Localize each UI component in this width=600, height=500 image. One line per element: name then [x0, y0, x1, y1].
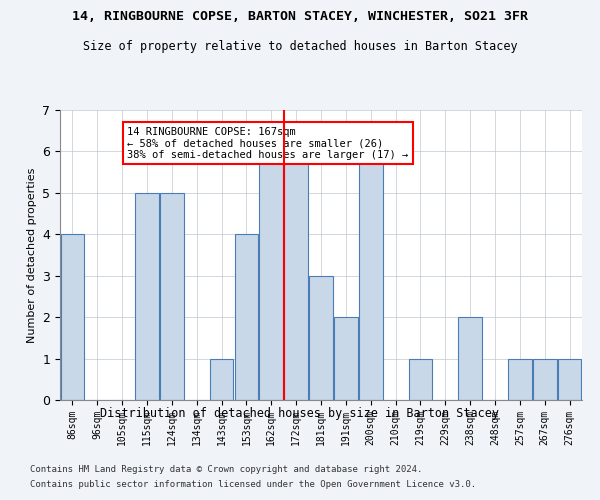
Text: 14 RINGBOURNE COPSE: 167sqm
← 58% of detached houses are smaller (26)
38% of sem: 14 RINGBOURNE COPSE: 167sqm ← 58% of det…	[127, 126, 409, 160]
Bar	[259, 152, 283, 400]
Bar	[309, 276, 333, 400]
Bar	[210, 358, 233, 400]
Bar	[558, 358, 581, 400]
Bar	[284, 152, 308, 400]
Text: Distribution of detached houses by size in Barton Stacey: Distribution of detached houses by size …	[101, 408, 499, 420]
Y-axis label: Number of detached properties: Number of detached properties	[27, 168, 37, 342]
Bar	[409, 358, 432, 400]
Bar	[334, 317, 358, 400]
Bar	[359, 152, 383, 400]
Text: Contains public sector information licensed under the Open Government Licence v3: Contains public sector information licen…	[30, 480, 476, 489]
Bar	[135, 193, 159, 400]
Bar	[458, 317, 482, 400]
Bar	[235, 234, 258, 400]
Bar	[160, 193, 184, 400]
Text: 14, RINGBOURNE COPSE, BARTON STACEY, WINCHESTER, SO21 3FR: 14, RINGBOURNE COPSE, BARTON STACEY, WIN…	[72, 10, 528, 23]
Bar	[533, 358, 557, 400]
Bar	[508, 358, 532, 400]
Bar	[61, 234, 84, 400]
Text: Contains HM Land Registry data © Crown copyright and database right 2024.: Contains HM Land Registry data © Crown c…	[30, 465, 422, 474]
Text: Size of property relative to detached houses in Barton Stacey: Size of property relative to detached ho…	[83, 40, 517, 53]
